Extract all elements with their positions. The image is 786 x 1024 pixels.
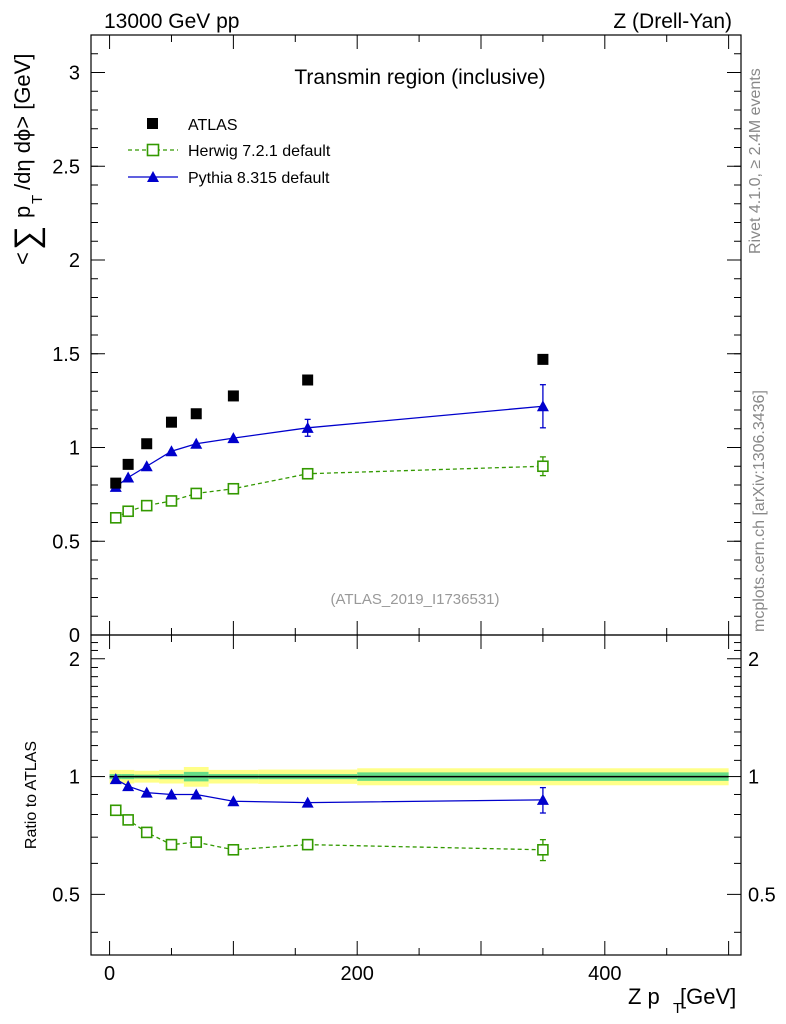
pythia-point — [122, 471, 135, 483]
herwig-line — [115, 465, 543, 519]
ratio-plot-frame — [90, 634, 742, 956]
atlas-point — [141, 438, 153, 450]
pythia-line — [115, 405, 543, 488]
ratio-herwig-point — [190, 836, 203, 848]
y-label-open: < — [10, 252, 35, 265]
main-y-tick-label: 2.5 — [52, 156, 80, 178]
herwig-point — [109, 512, 122, 524]
x-label-main: Z p — [628, 984, 660, 1009]
ratio-y-axis-label: Ratio to ATLAS — [23, 741, 40, 849]
ratio-y-tick-label-right: 2 — [748, 649, 759, 671]
ratio-pythia-point — [227, 795, 240, 807]
ratio-y-tick-label-right: 1 — [748, 767, 759, 789]
x-tick-label: 400 — [588, 963, 621, 985]
ratio-y-tick-label-left: 1 — [69, 767, 80, 789]
ratio-herwig-point — [109, 804, 122, 817]
y-label-rest: /dη dϕ> [GeV] — [10, 54, 35, 190]
legend-marker-atlas — [147, 118, 158, 129]
atlas-point — [190, 408, 202, 420]
pythia-point — [140, 460, 153, 472]
legend-label-herwig: Herwig 7.2.1 default — [188, 143, 331, 160]
herwig-point — [537, 460, 549, 473]
header-energy-label: 13000 GeV pp — [104, 10, 239, 33]
y-label-sub-t: T — [29, 195, 46, 204]
x-label-rest: [GeV] — [680, 984, 736, 1009]
pythia-point — [536, 400, 549, 412]
x-tick-labels: 0 200 400 — [104, 963, 621, 985]
legend-label-pythia: Pythia 8.315 default — [188, 170, 330, 187]
ratio-pythia-point — [109, 773, 122, 785]
main-y-tick-label: 2 — [69, 250, 80, 272]
atlas-point — [537, 353, 549, 365]
watermark-analysis-id: (ATLAS_2019_I1736531) — [330, 591, 499, 608]
herwig-point — [227, 482, 240, 495]
ratio-data-series — [109, 773, 549, 862]
ratio-pythia-point — [190, 788, 203, 800]
pythia-point — [227, 432, 240, 444]
y-label-p: p — [10, 206, 35, 218]
mcplots-label: mcplots.cern.ch [arXiv:1306.3436] — [751, 390, 768, 632]
ratio-herwig-line — [115, 809, 543, 851]
main-y-tick-label: 1.5 — [52, 344, 80, 366]
pythia-point — [190, 437, 203, 449]
ratio-y-tick-labels: 0.5 0.5 1 1 2 2 — [52, 649, 776, 907]
legend-marker-herwig — [146, 143, 160, 157]
atlas-point — [122, 458, 134, 470]
atlas-point — [165, 416, 177, 428]
ratio-y-tick-label-left: 2 — [69, 649, 80, 671]
main-axis-ticks — [91, 34, 741, 636]
herwig-point — [122, 505, 134, 518]
main-y-axis-label: < ∑ p T /dη dϕ> [GeV] — [8, 54, 46, 265]
legend-label-atlas: ATLAS — [188, 117, 238, 134]
herwig-point — [301, 467, 314, 480]
main-y-tick-label: 1 — [69, 438, 80, 460]
ratio-pythia-point — [301, 796, 314, 808]
atlas-point — [302, 374, 314, 386]
legend-marker-pythia — [147, 171, 159, 182]
ratio-y-tick-label-right: 0.5 — [748, 884, 776, 906]
legend: ATLAS Herwig 7.2.1 default Pythia 8.315 … — [128, 117, 331, 187]
ratio-herwig-point — [140, 826, 153, 839]
herwig-point — [165, 495, 178, 507]
ratio-herwig-point — [122, 814, 134, 826]
main-y-tick-label: 0.5 — [52, 531, 80, 553]
ratio-herwig-point — [301, 838, 314, 851]
x-axis-label: Z p T [GeV] — [628, 984, 736, 1017]
ratio-pythia-point — [165, 788, 178, 800]
header-process-label: Z (Drell-Yan) — [613, 10, 732, 33]
main-data-series — [109, 353, 549, 524]
main-plot-title: Transmin region (inclusive) — [294, 66, 545, 89]
ratio-y-tick-label-left: 0.5 — [52, 884, 80, 906]
ratio-pythia-point — [140, 786, 153, 798]
ratio-pythia-point — [122, 780, 135, 792]
x-tick-label: 200 — [341, 963, 374, 985]
herwig-point — [140, 499, 153, 512]
ratio-herwig-point — [165, 838, 178, 851]
herwig-point — [190, 487, 203, 500]
pythia-point — [165, 445, 178, 457]
ratio-herwig-point — [537, 843, 549, 856]
main-y-tick-label: 0 — [69, 625, 80, 647]
ratio-plot-panel: 0.5 0.5 1 1 2 2 0 200 400 Ratio to ATLAS Z p T … — [23, 634, 776, 1017]
main-y-tick-labels: 0 0.5 1 1.5 2 2.5 3 — [52, 63, 80, 648]
x-tick-label: 0 — [104, 963, 115, 985]
pythia-point — [301, 421, 314, 433]
y-label-sum: ∑ — [8, 226, 46, 250]
main-y-tick-label: 3 — [69, 63, 80, 85]
ratio-pythia-point — [536, 793, 549, 805]
atlas-point — [110, 477, 122, 489]
ratio-herwig-point — [227, 843, 240, 856]
ratio-axis-ticks — [91, 635, 741, 955]
atlas-point — [227, 390, 239, 402]
x-label-sub-t: T — [673, 1000, 682, 1017]
main-plot-panel: 0 0.5 1 1.5 2 2.5 3 (ATLAS_2019_I1736531) Tran… — [8, 34, 742, 648]
rivet-version-label: Rivet 4.1.0, ≥ 2.4M events — [747, 68, 764, 254]
